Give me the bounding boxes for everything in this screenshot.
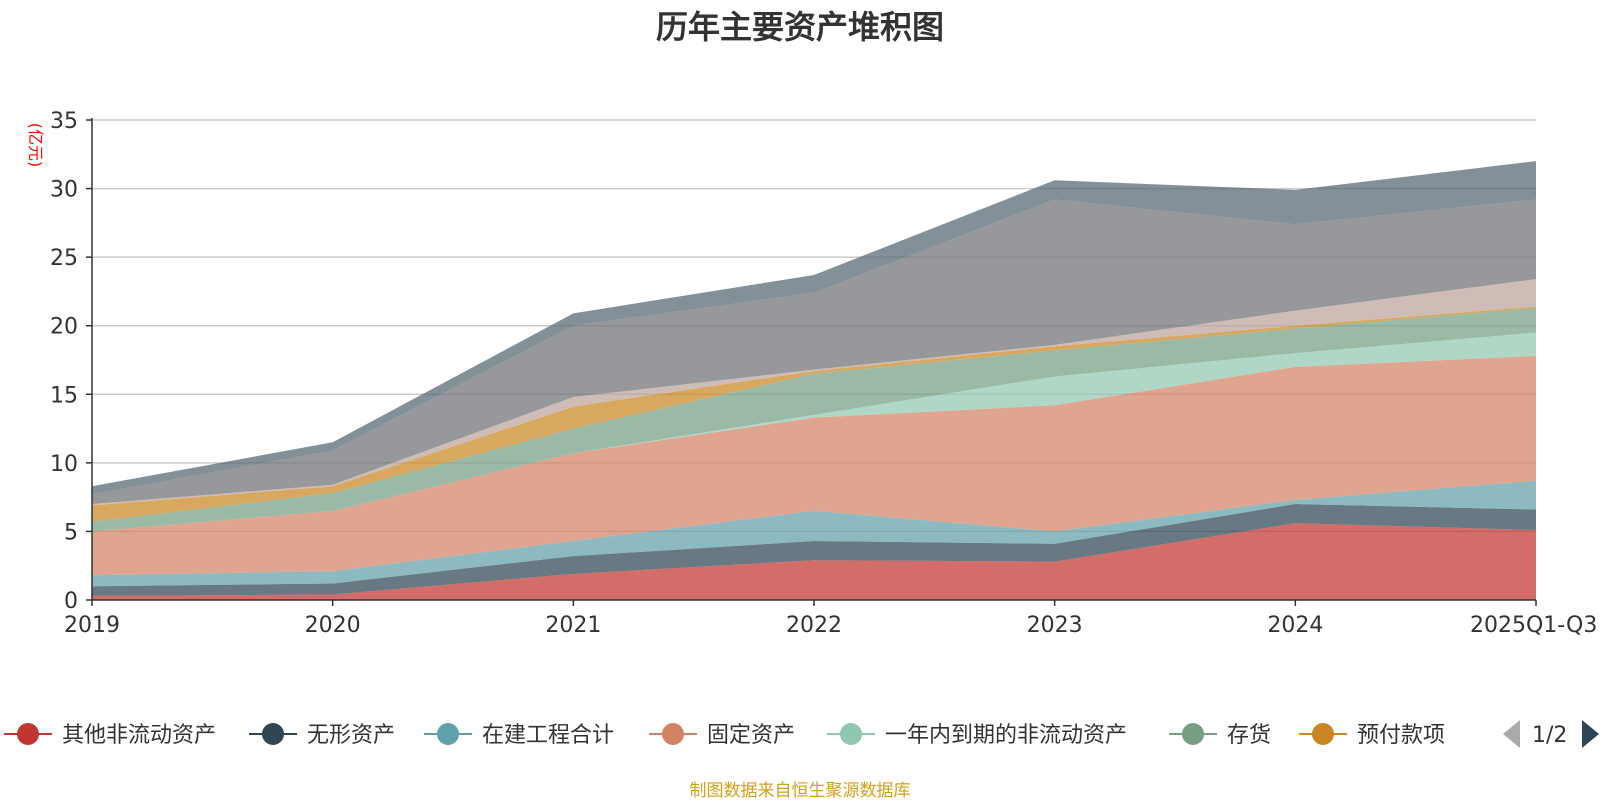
area-series xyxy=(92,480,1536,587)
area-series xyxy=(92,307,1536,532)
y-tick-label: 30 xyxy=(50,178,78,203)
area-series xyxy=(92,523,1536,600)
x-tick-label: 2021 xyxy=(545,613,601,638)
next-page-icon xyxy=(1582,720,1599,748)
area-series xyxy=(92,504,1536,596)
legend-dot-icon xyxy=(437,723,459,745)
x-tick-label: 2020 xyxy=(305,613,361,638)
legend-label: 固定资产 xyxy=(707,723,795,748)
y-tick-label: 10 xyxy=(50,452,78,477)
y-tick-label: 5 xyxy=(64,520,78,545)
chart-title: 历年主要资产堆积图 xyxy=(656,8,944,46)
x-tick-label: 2025Q1-Q3 xyxy=(1470,613,1597,638)
x-tick-label: 2019 xyxy=(64,613,120,638)
y-axis-label: (亿元) xyxy=(26,123,45,168)
x-tick-label: 2024 xyxy=(1267,613,1323,638)
legend-item[interactable]: 固定资产 xyxy=(649,723,795,748)
legend-label: 在建工程合计 xyxy=(482,723,614,748)
y-tick-label: 25 xyxy=(50,246,78,271)
data-source-note: 制图数据来自恒生聚源数据库 xyxy=(689,781,911,801)
legend-dot-icon xyxy=(662,723,684,745)
page-indicator: 1/2 xyxy=(1532,723,1567,748)
legend[interactable]: 其他非流动资产 无形资产 在建工程合计 固定资产 一年内到期的非流动资产 存货 预付款项 1/… xyxy=(4,720,1599,748)
legend-pager[interactable]: 1/2 xyxy=(1503,720,1599,748)
legend-item[interactable]: 无形资产 xyxy=(249,723,395,748)
stacked-areas xyxy=(92,161,1536,600)
legend-label: 无形资产 xyxy=(307,723,395,748)
axes: 0 5 10 15 20 25 30 35 2019 2020 2021 2022 2023 2024 20… xyxy=(50,109,1597,638)
legend-item[interactable]: 预付款项 xyxy=(1299,723,1445,748)
legend-item[interactable]: 其他非流动资产 xyxy=(4,723,216,748)
legend-dot-icon xyxy=(1312,723,1334,745)
legend-dot-icon xyxy=(1182,723,1204,745)
legend-label: 其他非流动资产 xyxy=(62,723,216,748)
legend-dot-icon xyxy=(262,723,284,745)
legend-dot-icon xyxy=(17,723,39,745)
legend-item[interactable]: 在建工程合计 xyxy=(424,723,614,748)
y-tick-label: 15 xyxy=(50,383,78,408)
y-tick-label: 35 xyxy=(50,109,78,134)
legend-label: 预付款项 xyxy=(1357,723,1445,748)
legend-label: 存货 xyxy=(1227,723,1271,748)
area-series xyxy=(92,306,1536,522)
legend-dot-icon xyxy=(840,723,862,745)
x-tick-label: 2023 xyxy=(1027,613,1083,638)
legend-item[interactable]: 一年内到期的非流动资产 xyxy=(827,723,1127,748)
legend-label: 一年内到期的非流动资产 xyxy=(885,723,1127,748)
prev-page-icon xyxy=(1503,720,1520,748)
area-series xyxy=(92,161,1536,495)
area-series xyxy=(92,279,1536,506)
area-series xyxy=(92,199,1536,504)
y-tick-label: 20 xyxy=(50,315,78,340)
area-series xyxy=(92,355,1536,576)
area-series xyxy=(92,332,1536,532)
legend-item[interactable]: 存货 xyxy=(1169,723,1271,748)
x-tick-label: 2022 xyxy=(786,613,842,638)
y-tick-label: 0 xyxy=(64,589,78,614)
